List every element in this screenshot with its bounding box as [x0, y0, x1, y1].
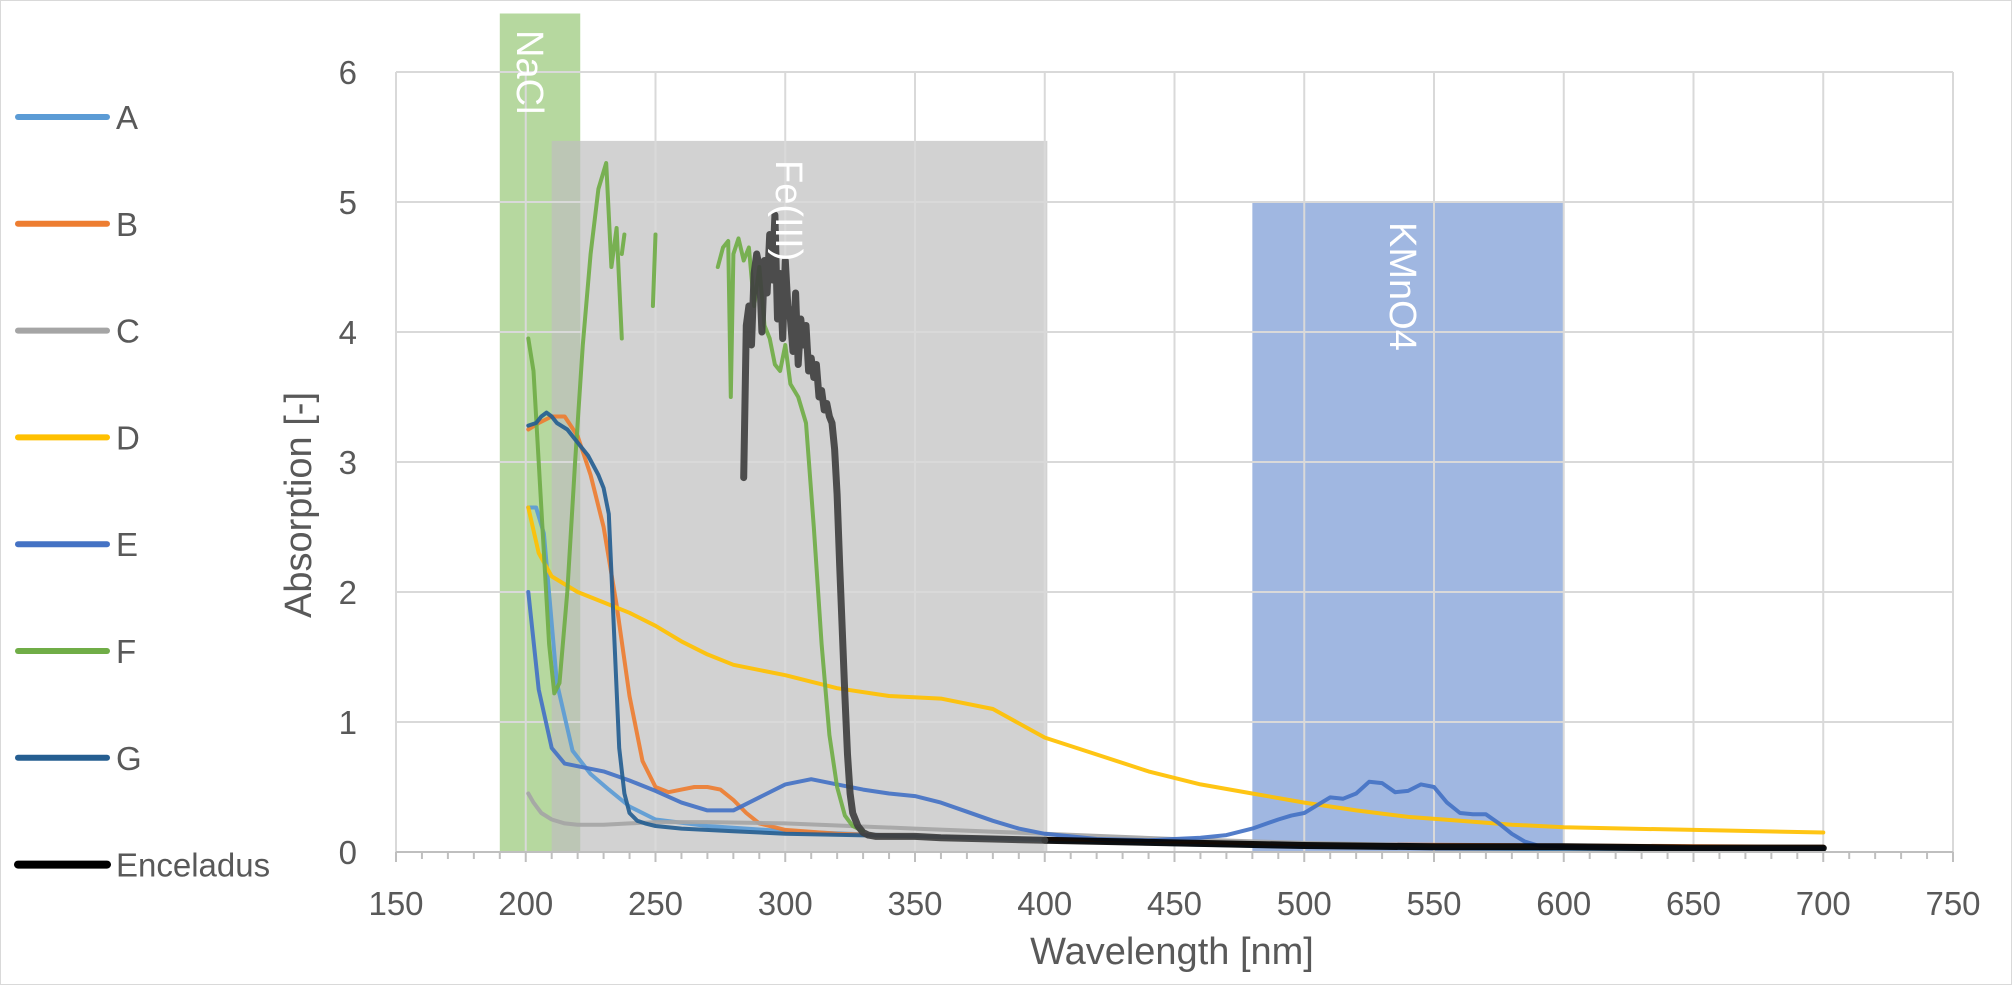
y-tick-label: 0: [339, 834, 357, 871]
band-labels: NaCl Fe(III) KMnO4: [508, 30, 1423, 351]
band-label-fe-iii-: Fe(III): [767, 160, 809, 261]
gridlines: [395, 71, 1954, 853]
x-tick-label: 750: [1925, 885, 1980, 922]
series-line-f-segment: [526, 161, 624, 696]
series-line-enceladus: [1041, 836, 1827, 852]
legend: A B C D E F G Enceladus: [14, 99, 270, 884]
series-line-f-segment: [619, 232, 627, 256]
axes: 150 200 250 300 350 400 450 500 550 600 650 700 750 0…: [339, 54, 1981, 922]
y-tick-label: 5: [339, 184, 357, 221]
x-tick-label: 450: [1147, 885, 1202, 922]
x-tick-label: 350: [887, 885, 942, 922]
x-tick-label: 550: [1406, 885, 1461, 922]
x-axis-title: Wavelength [nm]: [1030, 931, 1314, 973]
legend-label: G: [116, 740, 142, 777]
y-axis-title: Absorption [-]: [278, 392, 320, 618]
series-line-e: [526, 590, 1826, 851]
series-line-d: [526, 505, 1826, 835]
highlight-bands: [499, 13, 1564, 852]
legend-label: C: [116, 313, 140, 350]
x-tick-label: 300: [758, 885, 813, 922]
series-line-unnamed: [740, 211, 1049, 844]
y-tick-label: 2: [339, 574, 357, 611]
x-tick-label: 250: [628, 885, 683, 922]
legend-label: F: [116, 633, 136, 670]
x-tick-label: 600: [1536, 885, 1591, 922]
band-label-nacl: NaCl: [508, 30, 550, 114]
series-line-f-segment: [650, 232, 658, 308]
x-tick-label: 150: [368, 885, 423, 922]
legend-label: B: [116, 206, 138, 243]
x-tick-label: 650: [1666, 885, 1721, 922]
band-fe-iii-: [551, 140, 1048, 852]
legend-label: A: [116, 99, 138, 136]
band-label-kmno4: KMnO4: [1381, 222, 1423, 351]
x-tick-label: 400: [1017, 885, 1072, 922]
y-tick-label: 6: [339, 54, 357, 91]
legend-label: E: [116, 526, 138, 563]
x-tick-label: 200: [498, 885, 553, 922]
legend-label: D: [116, 419, 140, 456]
legend-label: Enceladus: [116, 847, 270, 884]
y-tick-label: 1: [339, 704, 357, 741]
series-line-f-segment: [715, 236, 866, 834]
x-tick-label: 700: [1796, 885, 1851, 922]
data-series: [526, 161, 1827, 852]
x-tick-label: 500: [1277, 885, 1332, 922]
y-tick-label: 4: [339, 314, 357, 351]
y-tick-label: 3: [339, 444, 357, 481]
series-line-g: [526, 410, 1047, 841]
